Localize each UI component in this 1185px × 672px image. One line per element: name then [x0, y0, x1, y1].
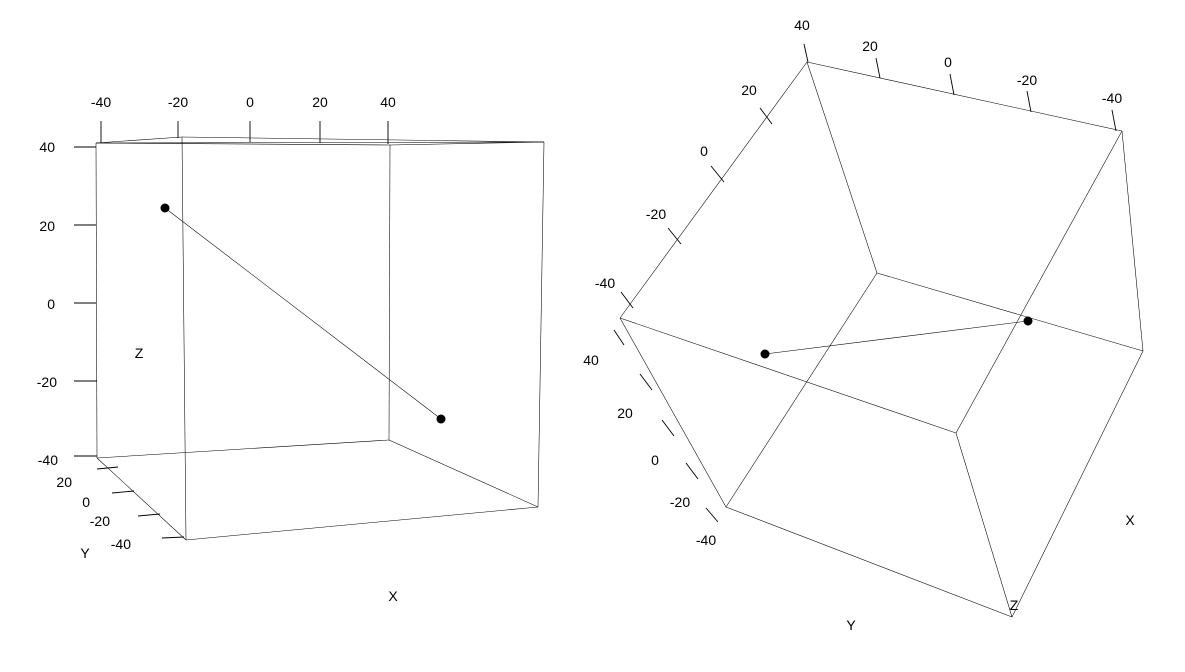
left-x-tick-label: 20: [312, 94, 328, 110]
right-z-tick-label: -20: [646, 206, 666, 222]
right-box-edge: [1011, 350, 1144, 618]
left-z-tick-label: 20: [39, 218, 55, 234]
left-z-tick-label: -40: [38, 452, 58, 468]
right-box-edge: [806, 61, 1123, 132]
right-x-axis: 40 20 0 -20 -40 X: [794, 17, 1135, 528]
left-y-tick-label: 0: [82, 494, 90, 510]
right-y-tick: [639, 373, 653, 391]
left-box-edge: [181, 136, 187, 541]
left-box-edges: [95, 136, 545, 541]
left-data-point: [436, 414, 446, 424]
left-y-tick: [96, 466, 119, 470]
right-x-axis-label: X: [1125, 512, 1135, 528]
right-z-tick: [667, 227, 682, 245]
right-x-tick-label: -40: [1102, 90, 1122, 106]
right-data-point: [1023, 316, 1033, 326]
left-box-edge: [95, 136, 183, 144]
right-z-tick: [710, 165, 725, 183]
right-y-tick: [661, 419, 675, 437]
left-box-edge: [388, 144, 391, 441]
left-box-edge: [95, 142, 98, 459]
right-x-tick: [949, 73, 955, 96]
right-y-axis: 40 20 0 -20 -40 Y: [583, 329, 856, 633]
left-y-tick: [137, 513, 161, 517]
right-y-tick: [613, 329, 625, 346]
right-z-axis: 20 0 -20 -40 Z: [595, 82, 1019, 613]
left-box-edge: [96, 439, 390, 459]
right-box-edge: [806, 61, 878, 274]
right-x-tick: [1026, 90, 1032, 113]
left-x-tick-label: -40: [91, 94, 111, 110]
left-y-tick-label: 20: [56, 474, 72, 490]
right-y-tick-label: 40: [583, 352, 599, 368]
right-x-tick: [1111, 109, 1117, 132]
right-box-edge: [619, 317, 727, 508]
right-y-tick-label: -40: [696, 532, 716, 548]
right-y-tick-label: 20: [617, 405, 633, 421]
right-box-edge: [955, 130, 1123, 434]
right-z-axis-label: Z: [1010, 597, 1019, 613]
left-x-axis: -40 -20 0 20 40 X: [91, 94, 398, 604]
right-box-edge: [725, 506, 1013, 618]
right-z-tick-label: 20: [741, 82, 757, 98]
left-box-edge: [389, 141, 545, 146]
left-x-tick-label: 0: [246, 94, 254, 110]
left-z-tick-label: -20: [37, 374, 57, 390]
left-box-edge: [96, 457, 187, 541]
left-box-edge: [181, 136, 545, 143]
right-box-edge: [955, 432, 1013, 618]
right-3d-plot: 40 20 0 -20 -40 X 20 0 -20 -40 Z 40: [583, 17, 1144, 633]
right-z-tick-label: -40: [595, 275, 615, 291]
left-3d-plot: -40 -20 0 20 40 X 40 20 0 -20 -40 Z: [37, 94, 545, 604]
left-box-edge: [95, 142, 391, 146]
left-y-tick: [161, 536, 185, 539]
left-x-tick-label: 40: [380, 94, 396, 110]
left-box-edge: [388, 439, 539, 508]
right-x-tick-label: 20: [862, 38, 878, 54]
right-y-tick: [705, 507, 719, 523]
right-y-tick-label: 0: [651, 452, 659, 468]
left-y-tick: [111, 490, 135, 494]
right-y-tick: [685, 462, 699, 480]
left-box-edge: [537, 141, 545, 508]
right-data: [760, 316, 1033, 359]
right-z-tick-label: 0: [700, 143, 708, 159]
left-x-axis-label: X: [388, 588, 398, 604]
right-box-edge: [619, 61, 808, 319]
right-z-tick: [620, 291, 634, 309]
left-y-tick-label: -40: [111, 536, 131, 552]
left-box-edge: [185, 506, 539, 541]
right-x-tick: [875, 57, 881, 79]
right-connecting-line: [764, 320, 1029, 355]
right-box-edge: [619, 317, 957, 434]
left-y-tick-label: -20: [90, 513, 110, 529]
right-x-tick-label: 40: [794, 17, 810, 33]
left-z-tick-label: 40: [39, 139, 55, 155]
left-y-axis-label: Y: [80, 545, 90, 561]
left-data-point: [160, 203, 170, 213]
right-box-edge: [1121, 130, 1144, 352]
left-z-axis-label: Z: [135, 345, 144, 361]
right-x-tick: [803, 43, 809, 63]
right-x-tick-label: 0: [944, 54, 952, 70]
left-connecting-line: [164, 207, 442, 420]
right-y-axis-label: Y: [846, 617, 856, 633]
right-box-edge: [876, 272, 1144, 352]
left-z-axis: 40 20 0 -20 -40 Z: [37, 139, 144, 468]
left-y-axis: 20 0 -20 -40 Y: [56, 466, 185, 561]
right-box-edge: [725, 272, 878, 508]
right-box-edges: [619, 61, 1144, 618]
right-y-tick-label: -20: [670, 494, 690, 510]
left-x-tick-label: -20: [168, 94, 188, 110]
left-data: [160, 203, 446, 424]
right-z-tick: [759, 107, 773, 125]
left-z-tick-label: 0: [47, 296, 55, 312]
right-x-tick-label: -20: [1017, 72, 1037, 88]
right-data-point: [760, 349, 770, 359]
